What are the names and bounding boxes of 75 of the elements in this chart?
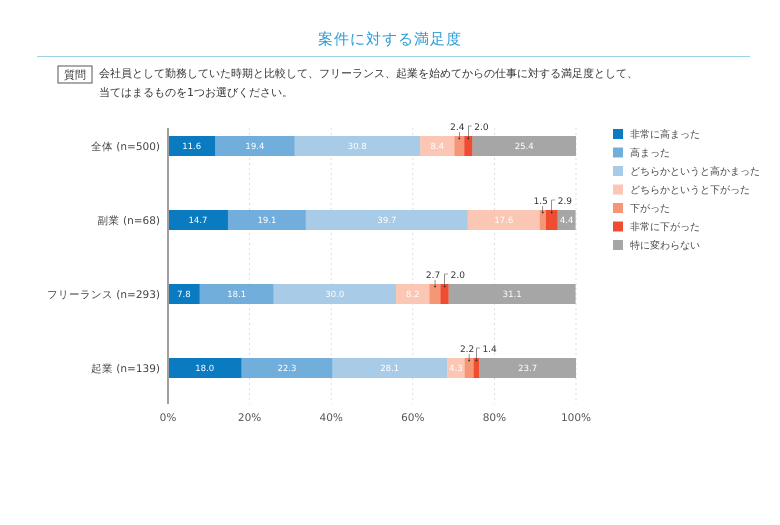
data-label: 2.0 [450,271,466,281]
bar [440,284,449,304]
x-tick-label: 40% [320,412,343,424]
x-tick-label: 100% [560,412,592,424]
data-label: 18.0 [195,364,214,374]
x-tick-label: 80% [482,412,506,424]
text: 質問 [64,68,86,82]
data-label: 39.7 [377,216,396,226]
bar [479,358,576,378]
y-tick-label: フリーランス (n=293) [46,288,160,301]
data-label: 1.4 [482,345,498,355]
y-tick-label: 起業 (n=139) [90,362,160,375]
data-label: 2.7 [426,271,440,281]
data-label: 7.8 [177,290,191,300]
data-label: 1.5 [534,197,548,207]
bar [168,284,200,304]
data-label: 2.9 [558,197,572,207]
bar [448,284,576,304]
bar [168,210,228,230]
data-label: 4.3 [449,364,463,374]
x-tick-label: 0% [160,412,176,424]
legend-label: 特に変わらない [630,240,700,252]
data-label: 19.1 [257,216,276,226]
data-label: 2.4 [450,123,465,133]
data-label: 25.4 [514,142,534,152]
bar [241,358,332,378]
bar [558,210,576,230]
chart-title: 案件に対する満足度 [318,30,462,48]
bar [168,358,242,378]
bar [274,284,396,304]
data-label: 18.1 [227,290,246,300]
legend-label: どちらかというと下がった [630,185,750,196]
bar [306,210,468,230]
data-label: 22.3 [277,364,296,374]
bar [468,210,540,230]
bar [454,136,464,156]
legend-label: 非常に下がった [630,221,700,234]
bar [430,284,441,304]
data-label: 28.1 [380,364,400,374]
legend-label: どちらかというと高かまった [630,166,760,178]
bar [546,210,558,230]
data-label: 2.0 [474,123,489,133]
bar [464,136,472,156]
data-label: 23.7 [518,364,538,374]
bar [332,358,448,378]
data-label: 4.4 [560,216,574,226]
bar [200,284,274,304]
y-tick-label: 副業 (n=68) [98,214,160,227]
bar [228,210,306,230]
bar [474,358,480,378]
bar [294,136,420,156]
legend-label: 高まった [630,147,670,160]
bar [215,136,294,156]
data-label: 31.1 [502,290,522,300]
data-label: 14.7 [188,216,208,226]
bar [420,136,454,156]
data-label: 8.4 [430,142,444,152]
text: 会社員として勤務していた時期と比較して、フリーランス、起業を始めてからの仕事に対する満足度として、当てはまるものを1つお選びください。 [99,67,638,98]
data-label: 8.2 [406,290,420,300]
data-label: 19.4 [245,142,264,152]
x-tick-label: 20% [238,412,262,424]
data-label: 17.6 [494,216,514,226]
legend-label: 非常に高まった [630,128,700,141]
data-label: 11.6 [182,142,202,152]
data-label: 2.2 [460,345,474,355]
y-tick-label: 全体 (n=500) [90,140,160,153]
bar [540,210,546,230]
bar [464,358,474,378]
x-tick-label: 60% [401,412,424,424]
data-label: 30.0 [325,290,344,300]
data-label: 30.8 [348,142,367,152]
bar [472,136,576,156]
bar [396,284,430,304]
legend-label: 下がった [630,204,670,215]
bar [168,136,216,156]
